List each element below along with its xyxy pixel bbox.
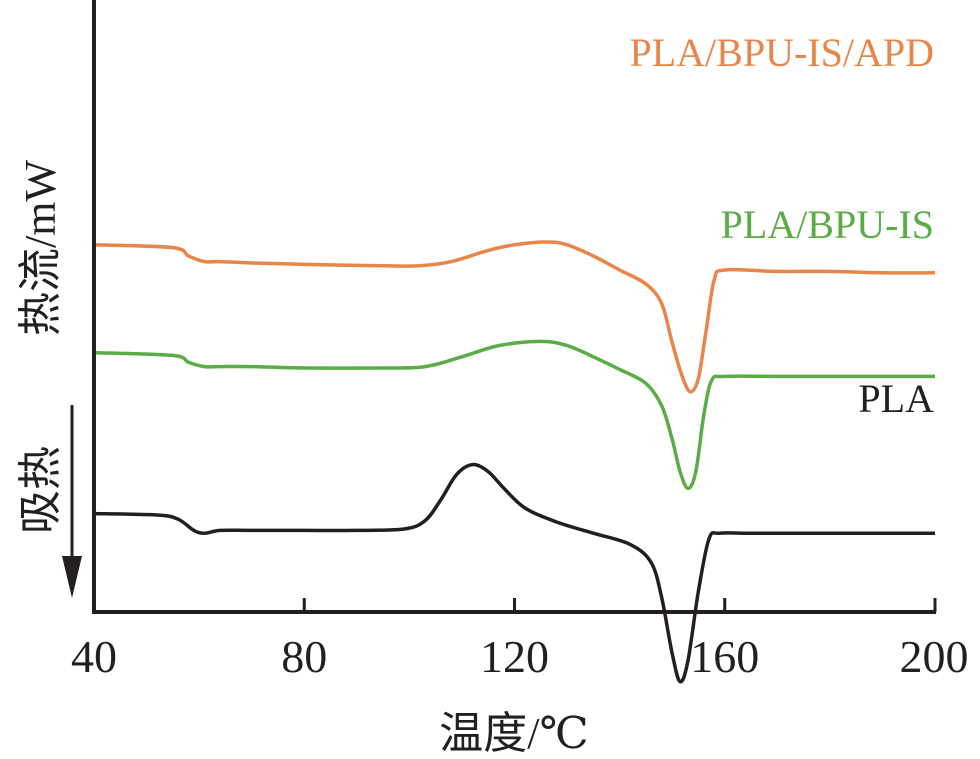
x-ticks-group: 40 80 120 160 200 (71, 598, 969, 682)
x-tick-label: 200 (900, 631, 969, 682)
x-tick-label: 40 (71, 631, 117, 682)
endotherm-arrow-head (62, 556, 82, 598)
x-tick-label: 160 (690, 631, 759, 682)
x-tick-label: 120 (480, 631, 549, 682)
curves-group (93, 240, 936, 684)
series-line (93, 240, 936, 394)
y-axis-title-group: 热流/mW (16, 160, 65, 336)
series-label: PLA/BPU-IS/APD (629, 30, 934, 75)
x-tick-label: 80 (281, 631, 327, 682)
series-label: PLA/BPU-IS (721, 202, 934, 247)
endotherm-label-group: 吸热 (16, 446, 65, 534)
endotherm-label: 吸热 (16, 446, 65, 534)
series-labels-group: PLA/BPU-IS/APD PLA/BPU-IS PLA (629, 30, 934, 421)
series-label: PLA (858, 376, 934, 421)
y-axis-title: 热流/mW (16, 160, 65, 336)
series-line (93, 339, 935, 491)
x-axis-title: 温度/℃ (439, 709, 588, 758)
series-line (93, 462, 935, 684)
